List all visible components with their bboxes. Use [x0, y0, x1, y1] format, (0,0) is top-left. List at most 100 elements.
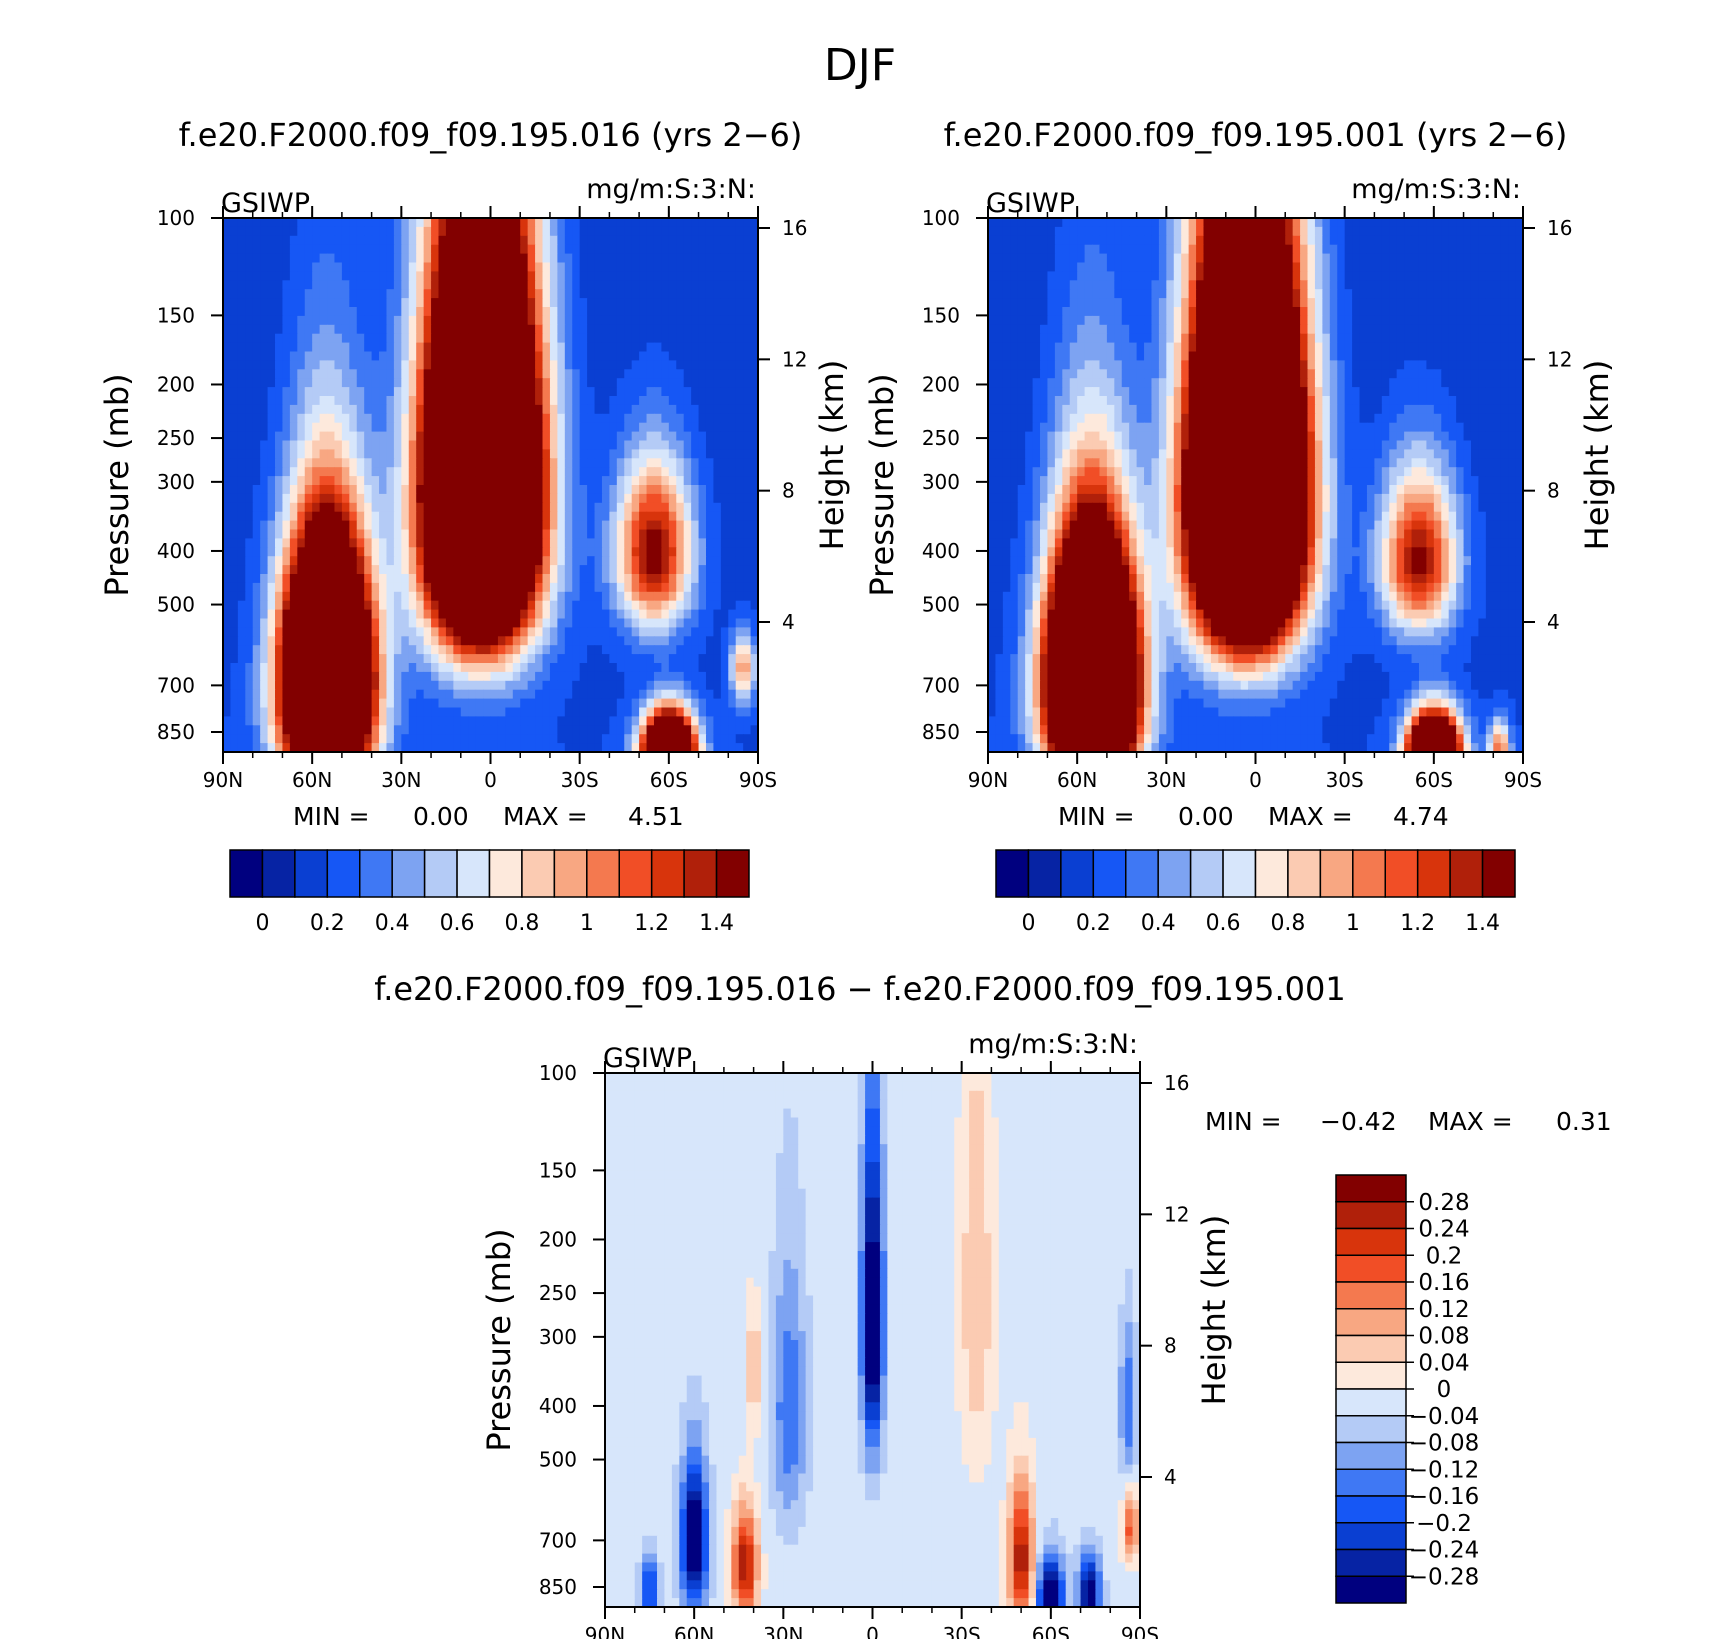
field-cell	[401, 387, 410, 397]
field-cell	[304, 351, 313, 361]
field-cell	[1292, 253, 1301, 264]
field-cell	[371, 671, 380, 682]
field-cell	[646, 565, 655, 575]
field-cell	[1181, 280, 1190, 290]
field-cell	[594, 315, 603, 326]
field-cell	[401, 253, 410, 264]
field-cell	[587, 485, 596, 495]
field-cell	[327, 609, 336, 620]
field-cell	[601, 485, 610, 495]
field-cell	[252, 235, 261, 246]
field-cell	[624, 342, 633, 353]
field-cell	[490, 671, 499, 682]
field-cell	[705, 591, 715, 602]
field-cell	[327, 689, 336, 700]
field-cell	[237, 663, 246, 673]
field-cell	[1515, 262, 1524, 272]
field-cell	[728, 743, 737, 753]
field-cell	[542, 262, 551, 272]
field-cell	[468, 458, 477, 468]
field-cell	[497, 689, 506, 700]
field-cell	[668, 627, 677, 637]
field-cell	[475, 378, 484, 388]
field-cell	[564, 253, 573, 264]
field-cell	[260, 663, 269, 673]
field-cell	[616, 422, 625, 433]
field-cell	[557, 493, 566, 504]
field-cell	[691, 360, 700, 370]
field-cell	[230, 609, 239, 620]
field-cell	[356, 226, 365, 237]
field-cell	[728, 369, 737, 379]
field-cell	[527, 725, 536, 735]
field-cell	[475, 645, 484, 655]
field-cell	[542, 289, 551, 299]
field-cell	[438, 280, 447, 290]
field-cell	[713, 698, 722, 709]
field-cell	[653, 654, 662, 664]
field-cell	[1300, 280, 1309, 290]
field-cell	[475, 609, 484, 620]
field-cell	[453, 600, 462, 611]
field-cell	[735, 636, 744, 646]
field-cell	[260, 707, 269, 717]
field-cell	[334, 582, 343, 593]
field-cell	[445, 387, 454, 397]
field-cell	[631, 271, 640, 281]
field-cell	[490, 725, 499, 735]
field-cell	[639, 529, 648, 539]
field-cell	[275, 485, 284, 495]
field-cell	[319, 253, 328, 264]
field-cell	[1418, 226, 1427, 237]
field-cell	[431, 271, 440, 281]
field-cell	[713, 689, 722, 700]
field-cell	[579, 743, 588, 753]
field-cell	[379, 351, 388, 361]
field-cell	[356, 342, 365, 353]
field-cell	[393, 680, 402, 691]
field-cell	[1463, 244, 1472, 255]
field-cell	[616, 574, 625, 584]
field-cell	[512, 369, 521, 379]
field-cell	[631, 280, 640, 290]
field-cell	[319, 698, 328, 709]
field-cell	[282, 262, 291, 272]
field-cell	[601, 342, 610, 353]
field-cell	[497, 485, 506, 495]
field-cell	[750, 743, 759, 753]
field-cell	[691, 725, 700, 735]
field-cell	[542, 698, 551, 709]
field-cell	[483, 333, 492, 344]
field-cell	[735, 591, 744, 602]
field-cell	[371, 520, 380, 531]
field-cell	[1121, 262, 1130, 272]
field-cell	[297, 485, 306, 495]
field-cell	[460, 689, 469, 700]
field-cell	[549, 235, 558, 246]
field-cell	[423, 609, 432, 620]
field-cell	[564, 422, 573, 433]
field-cell	[594, 218, 603, 228]
field-cell	[341, 413, 350, 424]
panel-title: f.e20.F2000.f09_f09.195.016 (yrs 2−6)	[179, 116, 803, 154]
field-cell	[341, 342, 350, 353]
field-cell	[572, 467, 581, 477]
field-cell	[631, 680, 640, 691]
field-cell	[572, 663, 581, 673]
field-cell	[691, 511, 700, 522]
field-cell	[289, 493, 298, 504]
field-cell	[408, 547, 417, 557]
field-cell	[267, 689, 276, 700]
field-cell	[542, 493, 551, 504]
field-cell	[676, 262, 685, 272]
field-cell	[713, 467, 722, 477]
field-cell	[1426, 235, 1435, 246]
field-cell	[624, 485, 633, 495]
field-cell	[609, 556, 618, 566]
field-cell	[1136, 271, 1145, 281]
field-cell	[341, 298, 350, 308]
field-cell	[401, 449, 410, 459]
field-cell	[497, 538, 506, 548]
field-cell	[750, 449, 759, 459]
field-cell	[520, 707, 529, 717]
